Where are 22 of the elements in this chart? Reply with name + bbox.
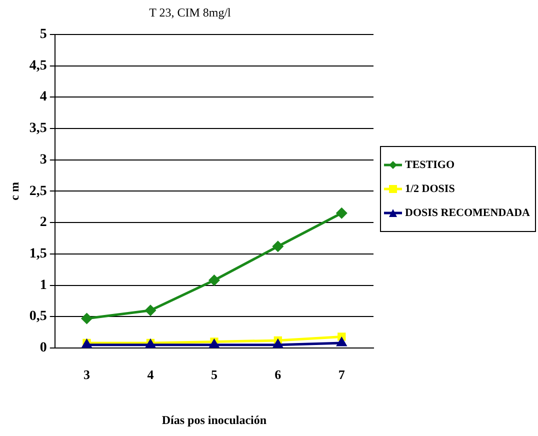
x-axis-title: Días pos inoculación xyxy=(162,412,267,427)
y-tick-label: 2 xyxy=(40,215,47,230)
y-tick-label: 0,5 xyxy=(29,309,47,324)
x-tick-label: 5 xyxy=(210,367,218,382)
y-tick-label: 3 xyxy=(40,152,47,168)
chart-title: T 23, CIM 8mg/l xyxy=(149,5,232,20)
y-tick-label: 1,5 xyxy=(29,246,47,262)
y-axis-title: c m xyxy=(7,182,22,200)
legend-label: 1/2 DOSIS xyxy=(405,183,455,195)
x-tick-label: 7 xyxy=(338,367,346,382)
y-tick-label: 2,5 xyxy=(29,184,47,199)
legend-label: DOSIS RECOMENDADA xyxy=(405,207,530,219)
legend-label: TESTIGO xyxy=(405,159,455,171)
x-tick-label: 4 xyxy=(147,367,154,382)
y-tick-label: 0 xyxy=(40,340,47,356)
y-tick-label: 4,5 xyxy=(29,58,47,74)
x-tick-label: 3 xyxy=(84,367,91,382)
y-tick-label: 1 xyxy=(40,278,47,293)
y-tick-label: 4 xyxy=(40,90,47,105)
x-tick-label: 6 xyxy=(274,367,282,382)
y-tick-label: 5 xyxy=(40,27,47,42)
y-tick-label: 3,5 xyxy=(29,121,47,136)
